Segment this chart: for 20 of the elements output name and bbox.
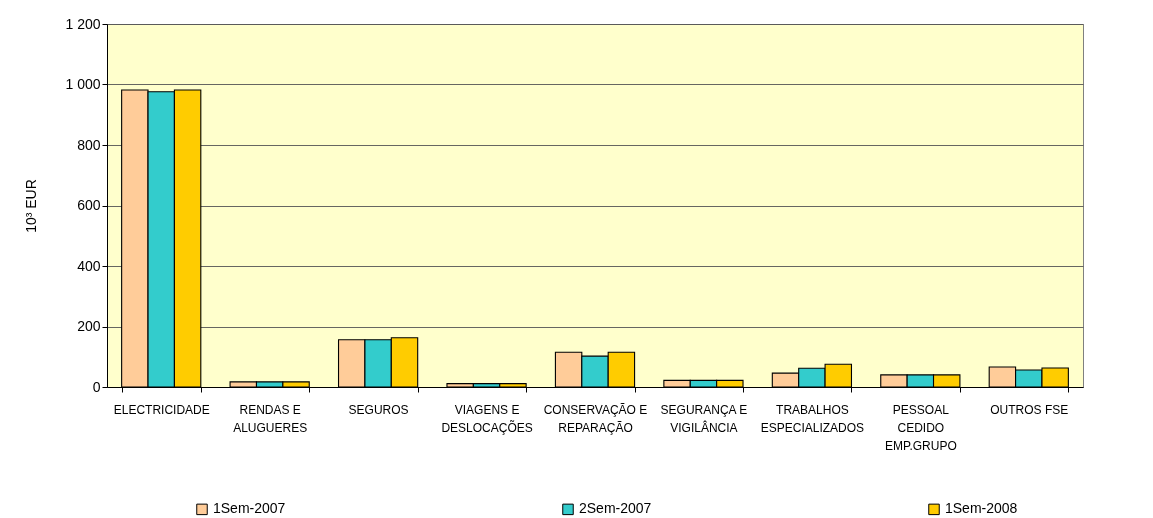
legend-label: 1Sem-2007 xyxy=(213,500,286,517)
x-tick-label: CONSERVAÇÃO E REPARAÇÃO xyxy=(543,402,648,435)
x-tick-label: SEGURANÇA E VIGILÂNCIA xyxy=(660,402,748,435)
y-tick-label: 1 200 xyxy=(65,15,101,32)
y-axis-title: 10³ EUR xyxy=(23,179,40,233)
y-tick-label: 400 xyxy=(77,257,101,274)
x-tick-label: ELECTRICIDADE xyxy=(113,402,210,417)
y-tick-label: 800 xyxy=(77,136,101,153)
y-tick-label: 0 xyxy=(92,378,101,395)
x-tick-label: OUTROS FSE xyxy=(990,402,1069,417)
x-tick-label: RENDAS E ALUGUERES xyxy=(233,402,308,435)
legend-label: 1Sem-2008 xyxy=(945,500,1018,517)
y-tick-label: 1 000 xyxy=(65,76,101,92)
legend-label: 2Sem-2007 xyxy=(579,500,652,517)
x-tick-label: PESSOAL CEDIDO EMP.GRUPO xyxy=(884,402,957,453)
x-tick-label: TRABALHOS ESPECIALIZADOS xyxy=(760,402,865,435)
y-tick-label: 600 xyxy=(77,197,101,213)
x-tick-label: VIAGENS E DESLOCAÇÕES xyxy=(441,402,533,435)
x-tick-label: SEGUROS xyxy=(348,402,409,417)
y-tick-label: 200 xyxy=(77,318,101,334)
